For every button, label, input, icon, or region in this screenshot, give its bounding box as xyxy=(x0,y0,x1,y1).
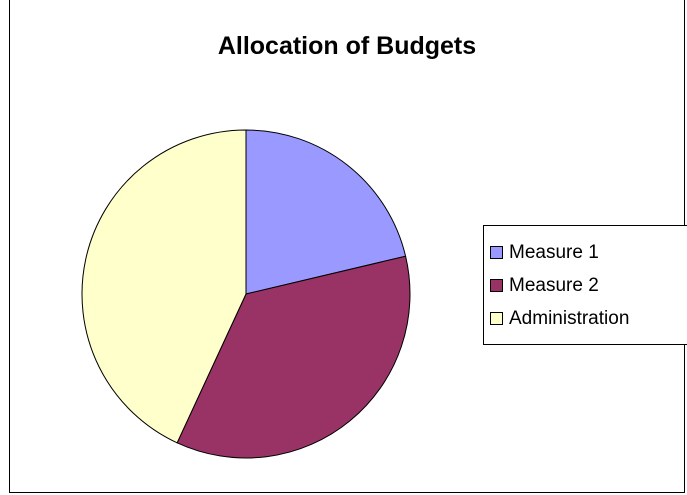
legend-item-administration: Administration xyxy=(484,302,687,335)
pie-slice-administration xyxy=(81,129,247,444)
legend: Measure 1 Measure 2 Administration xyxy=(483,225,687,345)
legend-item-measure-1: Measure 1 xyxy=(484,236,687,269)
legend-label-administration: Administration xyxy=(509,307,630,329)
pie-chart xyxy=(81,129,411,459)
legend-item-measure-2: Measure 2 xyxy=(484,269,687,302)
legend-swatch-measure-2 xyxy=(490,279,503,292)
pie-slice-measure-1 xyxy=(245,129,407,295)
legend-swatch-administration xyxy=(490,312,503,325)
chart-area: Allocation of Budgets Measure 1 Measure … xyxy=(9,0,687,493)
legend-label-measure-2: Measure 2 xyxy=(509,274,599,296)
pie-slice-measure-2 xyxy=(176,255,411,459)
legend-label-measure-1: Measure 1 xyxy=(509,241,599,263)
legend-swatch-measure-1 xyxy=(490,246,503,259)
chart-title: Allocation of Budgets xyxy=(217,32,477,60)
